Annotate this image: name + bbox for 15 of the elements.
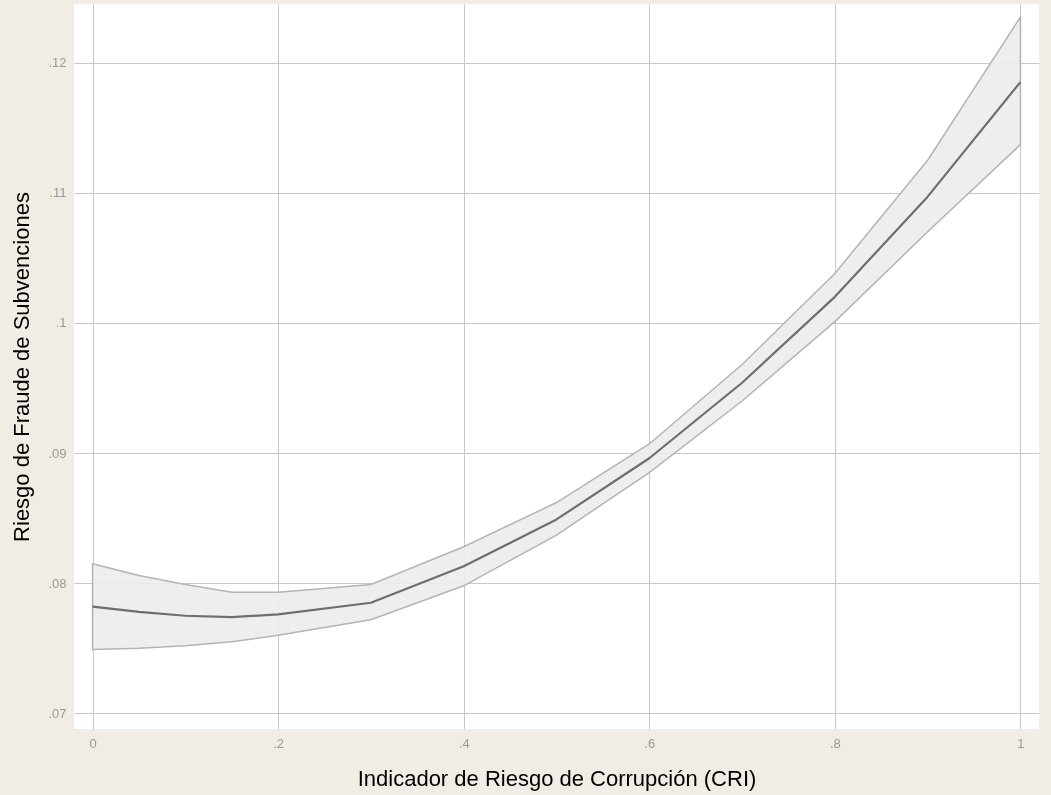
- x-tick-label: .4: [458, 735, 470, 751]
- y-tick-label: .08: [48, 575, 67, 591]
- x-tick-label: .6: [644, 735, 656, 751]
- y-tick-label: .07: [48, 705, 67, 721]
- y-tick-label: .1: [55, 315, 67, 331]
- x-tick-label: 0: [89, 735, 97, 751]
- x-tick-label: .2: [273, 735, 285, 751]
- line-series: [91, 81, 1022, 619]
- y-tick-label: .09: [48, 445, 67, 461]
- y-axis-title: Riesgo de Fraude de Subvenciones: [9, 192, 35, 542]
- x-tick-label: 1: [1017, 735, 1025, 751]
- y-tick-label: .11: [49, 185, 67, 201]
- x-axis-title: Indicador de Riesgo de Corrupción (CRI): [357, 765, 757, 791]
- y-tick-label: .12: [48, 55, 67, 71]
- x-tick-label: .8: [829, 735, 841, 751]
